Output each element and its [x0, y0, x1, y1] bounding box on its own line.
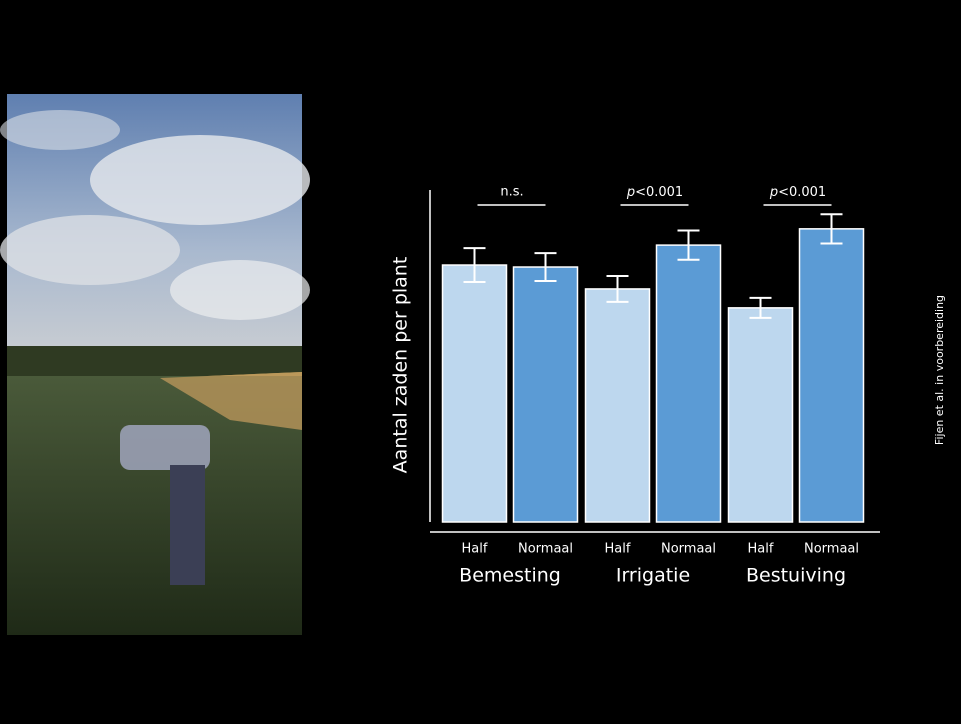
significance-label: p<0.001 — [626, 185, 683, 200]
bar — [655, 244, 722, 523]
source: Fijen et al. in voorbereiding — [933, 295, 946, 445]
x-tick-label: Half — [462, 542, 488, 557]
x-tick-label: Normaal — [518, 542, 573, 557]
x-tick-label: Normaal — [661, 542, 716, 557]
significance-label: n.s. — [500, 185, 523, 200]
error-bar — [463, 247, 486, 283]
y-axis-label: Aantal zaden per plant — [390, 257, 412, 474]
x-tick-label: Normaal — [804, 542, 859, 557]
bar — [727, 307, 794, 523]
bar — [512, 266, 579, 523]
photo — [0, 94, 310, 635]
error-bar — [677, 229, 700, 261]
group-label: Irrigatie — [616, 565, 690, 587]
error-bar — [606, 274, 629, 303]
error-bar — [749, 296, 772, 319]
bar — [584, 288, 651, 523]
error-bar — [534, 252, 557, 282]
x-tick-label: Half — [748, 542, 774, 557]
bar — [441, 264, 508, 523]
error-bar — [820, 213, 843, 245]
bar — [798, 228, 865, 523]
group-label: Bestuiving — [746, 565, 846, 587]
x-tick-label: Half — [605, 542, 631, 557]
group-label: Bemesting — [459, 565, 561, 587]
significance-label: p<0.001 — [769, 185, 826, 200]
